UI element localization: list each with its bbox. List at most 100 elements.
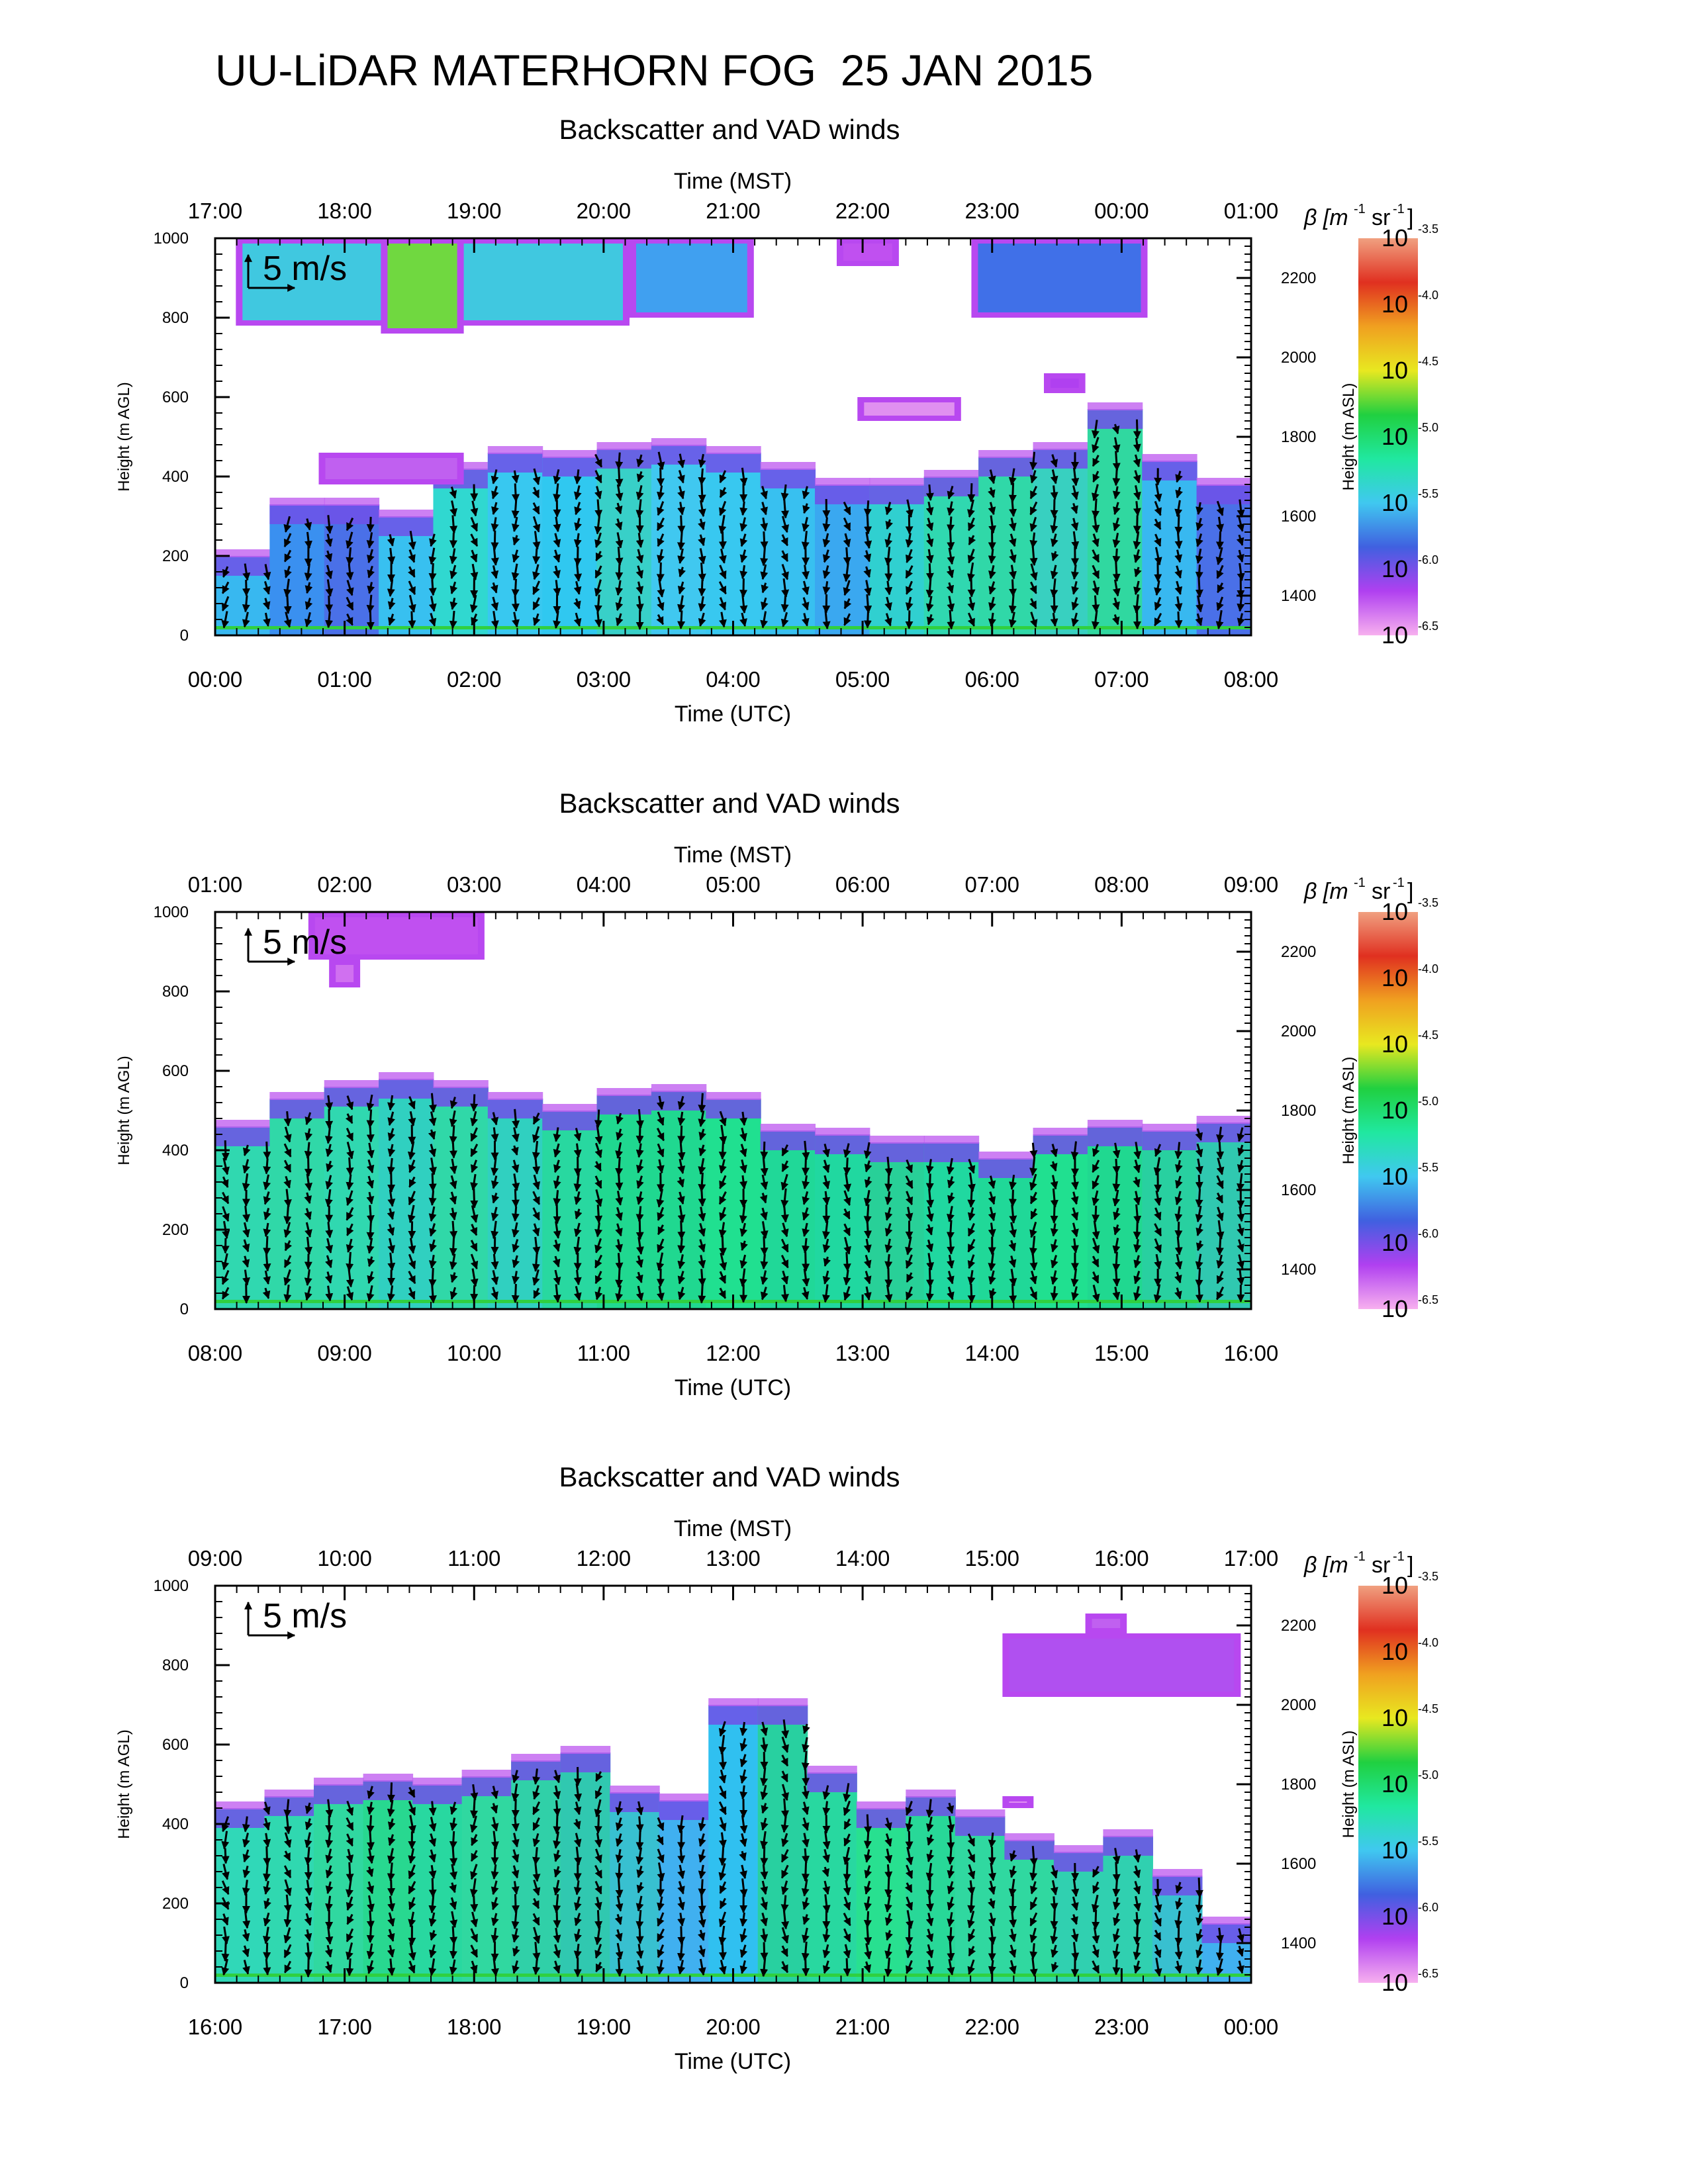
wind-arrow <box>1092 1190 1100 1206</box>
wind-arrow <box>1174 500 1183 518</box>
wind-arrow <box>511 1206 520 1222</box>
top-tick-label: 09:00 <box>188 1546 243 1570</box>
wind-arrow <box>925 578 934 598</box>
wind-arrow <box>1091 420 1100 439</box>
panel-title: Backscatter and VAD winds <box>559 788 900 819</box>
fog-top-edge <box>906 1790 956 1797</box>
wind-arrow <box>947 1287 955 1300</box>
colorbar-tick-label: 10 <box>1382 621 1408 649</box>
fog-top-edge <box>815 1134 870 1154</box>
fog-top-edge <box>412 1778 463 1786</box>
wind-arrow <box>760 1221 769 1239</box>
wind-arrow <box>677 1095 686 1110</box>
wind-arrow <box>739 549 748 563</box>
wind-arrow <box>553 533 561 548</box>
y-tick-label: 400 <box>162 468 189 486</box>
fog-top-edge <box>379 1079 434 1099</box>
wind-arrow <box>1050 1910 1058 1929</box>
top-tick-label: 10:00 <box>317 1546 372 1570</box>
wind-arrow <box>925 484 934 502</box>
wind-arrow <box>1029 546 1038 567</box>
bottom-tick-label: 00:00 <box>188 667 243 692</box>
wind-arrow <box>387 1252 396 1271</box>
wind-arrow <box>657 451 665 471</box>
wind-arrow <box>1112 579 1121 597</box>
wind-arrow <box>408 1111 416 1126</box>
wind-arrow <box>512 1255 520 1269</box>
wind-arrow <box>242 1239 250 1253</box>
wind-arrow <box>635 565 644 579</box>
wind-arrow <box>428 1190 437 1206</box>
wind-arrow <box>1029 1191 1038 1205</box>
wind-arrow <box>387 1782 395 1803</box>
wind-arrow <box>636 1159 644 1174</box>
wind-arrow <box>325 1285 334 1302</box>
wind-arrow <box>1154 1144 1162 1158</box>
wind-arrow <box>1008 1240 1016 1251</box>
wind-arrow <box>822 517 831 532</box>
fog-top-edge <box>560 1752 611 1772</box>
wind-arrow <box>511 1189 520 1208</box>
wind-arrow <box>801 613 810 627</box>
fog-top-edge <box>815 478 870 486</box>
fog-top-edge <box>487 1092 543 1100</box>
wind-arrow <box>346 564 354 580</box>
wind-arrow <box>1050 1144 1058 1158</box>
wind-arrow <box>698 612 706 627</box>
wind-arrow <box>428 1093 437 1113</box>
wind-arrow <box>262 1287 271 1300</box>
wind-arrow <box>760 1174 769 1191</box>
wind-arrow <box>1174 1206 1183 1222</box>
wind-scale-label: 5 m/s <box>263 923 347 962</box>
wind-arrow <box>635 485 644 500</box>
wind-arrow <box>552 1255 561 1268</box>
right-y-tick-label: 1600 <box>1281 508 1316 525</box>
top-tick-label: 20:00 <box>577 199 632 223</box>
right-y-axis-label: Height (m ASL) <box>1340 383 1358 491</box>
wind-arrow <box>967 1159 976 1174</box>
wind-arrow <box>760 486 768 500</box>
fog-column <box>760 469 816 635</box>
y-axis-label: Height (m AGL) <box>115 1056 133 1165</box>
wind-arrow <box>573 1236 582 1255</box>
wind-arrow <box>345 1113 353 1124</box>
wind-arrow <box>1071 597 1079 611</box>
wind-arrow <box>221 596 230 612</box>
wind-arrow <box>657 1285 665 1301</box>
fog-top-edge <box>542 1111 598 1130</box>
wind-arrow <box>635 1126 644 1144</box>
wind-arrow <box>428 1206 437 1222</box>
wind-arrow <box>863 550 872 563</box>
wind-arrow <box>718 581 727 595</box>
wind-arrow <box>698 563 706 582</box>
wind-arrow <box>884 580 893 596</box>
fog-top-edge <box>324 498 380 506</box>
fog-top-edge <box>659 1800 710 1820</box>
wind-arrow <box>1111 614 1120 625</box>
wind-arrow <box>511 1127 520 1142</box>
wind-arrow <box>491 1112 499 1126</box>
wind-arrow <box>594 499 603 518</box>
wind-arrow <box>594 1287 603 1300</box>
fog-top-edge <box>269 498 325 506</box>
top-tick-label: 02:00 <box>317 872 372 897</box>
wind-arrow <box>967 578 976 598</box>
wind-arrow <box>1174 1142 1183 1160</box>
wind-arrow <box>926 1206 934 1222</box>
wind-arrow <box>325 1238 334 1253</box>
bottom-tick-label: 21:00 <box>835 2015 890 2039</box>
colorbar-label: β [m <box>1303 1553 1348 1578</box>
wind-arrow <box>863 566 871 578</box>
wind-arrow <box>1133 515 1141 534</box>
wind-arrow <box>366 1142 375 1159</box>
colorbar-tick-label: 10 <box>1382 1638 1408 1665</box>
wind-arrow <box>698 1269 706 1287</box>
colorbar-tick-label: 10 <box>1382 1969 1408 1996</box>
fog-top-edge <box>760 1130 816 1150</box>
fog-column <box>1033 1134 1088 1309</box>
wind-arrow <box>781 498 790 519</box>
wind-arrow <box>1195 1253 1203 1270</box>
wind-arrow <box>906 499 914 518</box>
wind-arrow <box>905 1254 914 1269</box>
